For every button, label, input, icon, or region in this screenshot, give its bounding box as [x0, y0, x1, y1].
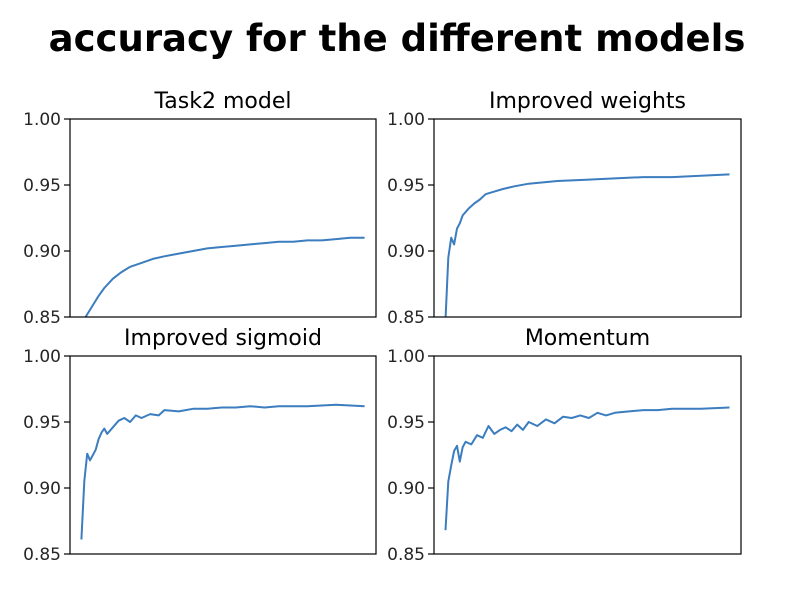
y-tick-label: 0.95 — [387, 413, 425, 433]
subplot-1: 0.85 0.90 0.95 1.00 Task2 model — [23, 89, 377, 328]
y-tick-label: 0.95 — [23, 413, 61, 433]
y-tick-label: 0.85 — [387, 545, 425, 565]
y-tick-label: 0.90 — [23, 242, 61, 262]
y-tick-label: 0.85 — [23, 545, 61, 565]
y-tick-label: 0.90 — [23, 479, 61, 499]
y-tick-label: 0.95 — [387, 176, 425, 196]
subplot-title: Improved sigmoid — [124, 326, 322, 351]
y-tick-label: 1.00 — [387, 347, 425, 367]
subplot-title: Task2 model — [154, 89, 292, 114]
subplot-2: 0.85 0.90 0.95 1.00 Improved weights — [387, 89, 742, 328]
axes-frame — [433, 355, 742, 555]
axes-frame — [433, 118, 742, 318]
y-tick-label: 0.85 — [23, 308, 61, 328]
series-line-1 — [444, 406, 730, 531]
axes-frame — [69, 118, 377, 318]
y-tick-label: 1.00 — [23, 347, 61, 367]
subplot-title: Momentum — [525, 326, 650, 351]
y-tick-label: 0.85 — [387, 308, 425, 328]
series-line-1 — [80, 403, 365, 540]
series-line-1 — [84, 236, 365, 317]
y-tick-label: 0.95 — [23, 176, 61, 196]
subplot-4: 0.85 0.90 0.95 1.00 Momentum — [387, 326, 742, 565]
subplot-3: 0.85 0.90 0.95 1.00 Improved sigmoid — [23, 326, 377, 565]
axes-frame — [69, 355, 377, 555]
subplot-title: Improved weights — [489, 89, 686, 114]
y-tick-label: 1.00 — [387, 110, 425, 130]
y-tick-label: 0.90 — [387, 242, 425, 262]
figure-title: accuracy for the different models — [48, 17, 746, 60]
y-tick-label: 1.00 — [23, 110, 61, 130]
series-line-1 — [444, 173, 730, 317]
y-tick-label: 0.90 — [387, 479, 425, 499]
